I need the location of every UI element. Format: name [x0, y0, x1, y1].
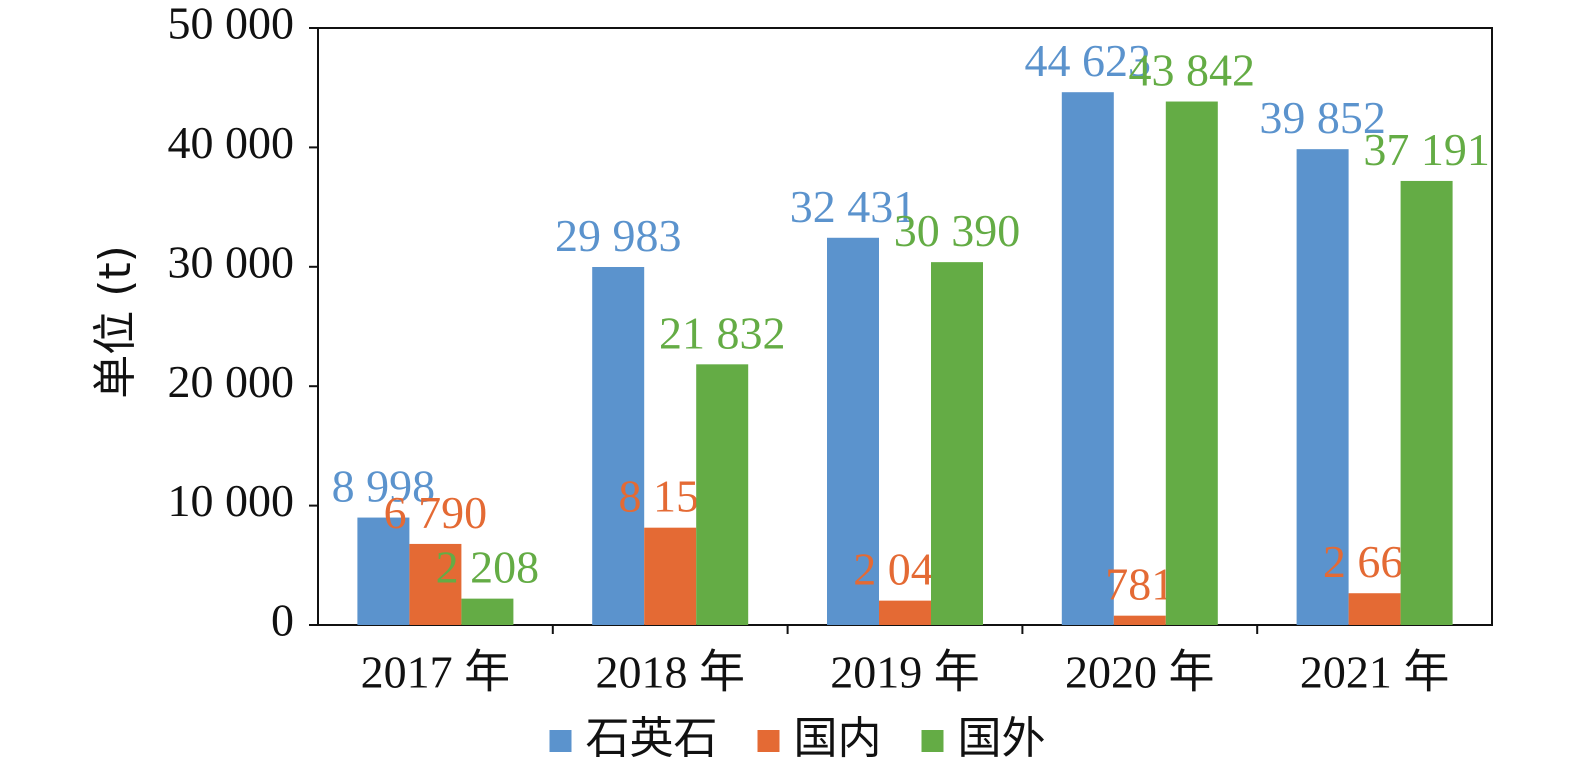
data-label: 2 208 [436, 542, 540, 593]
bar-国外 [1400, 180, 1453, 625]
bar-石英石 [357, 517, 410, 625]
legend-label: 石英石 [586, 713, 718, 764]
legend-label: 国内 [794, 713, 882, 764]
bar-国外 [461, 598, 514, 625]
bar-石英石 [1061, 92, 1114, 626]
data-label: 39 852 [1259, 92, 1386, 143]
legend-label: 国外 [958, 713, 1046, 764]
data-label: 37 191 [1363, 124, 1490, 175]
data-label: 43 842 [1129, 45, 1256, 96]
x-tick-label: 2020 年 [1065, 647, 1215, 698]
data-label: 29 983 [555, 210, 682, 261]
y-tick-label: 30 000 [168, 236, 295, 287]
x-tick-label: 2019 年 [830, 647, 980, 698]
data-label: 21 832 [659, 307, 786, 358]
bar-国内 [1348, 593, 1401, 625]
bar-石英石 [827, 237, 879, 625]
legend-swatch-石英石 [549, 730, 572, 752]
bar-石英石 [592, 267, 645, 625]
y-tick-label: 0 [271, 595, 294, 646]
y-tick-label: 20 000 [168, 356, 295, 407]
x-tick-label: 2017 年 [361, 647, 511, 698]
bar-国外 [1165, 101, 1218, 626]
bar-国外 [696, 364, 749, 625]
bar-国内 [644, 527, 697, 625]
y-tick-label: 10 000 [168, 475, 295, 526]
data-label: 8 998 [332, 461, 436, 512]
data-label: 32 431 [790, 181, 917, 232]
y-axis-title: 单位 (t) [90, 245, 141, 399]
data-label: 781 [1105, 559, 1174, 610]
x-tick-label: 2021 年 [1300, 647, 1450, 698]
legend-swatch-国内 [757, 730, 780, 752]
bar-国内 [879, 600, 931, 625]
data-label: 30 390 [894, 205, 1021, 256]
bar-国内 [1113, 615, 1166, 625]
y-tick-label: 40 000 [168, 117, 295, 168]
bar-国内 [409, 543, 462, 625]
bar-国外 [931, 262, 983, 625]
legend-swatch-国外 [921, 730, 944, 752]
bar-石英石 [1296, 149, 1349, 625]
data-label: 6 790 [384, 487, 488, 538]
y-tick-label: 50 000 [168, 0, 295, 49]
x-tick-label: 2018 年 [595, 647, 745, 698]
legend: 石英石 国内 国外 [549, 713, 1046, 764]
data-label: 44 623 [1025, 35, 1152, 86]
